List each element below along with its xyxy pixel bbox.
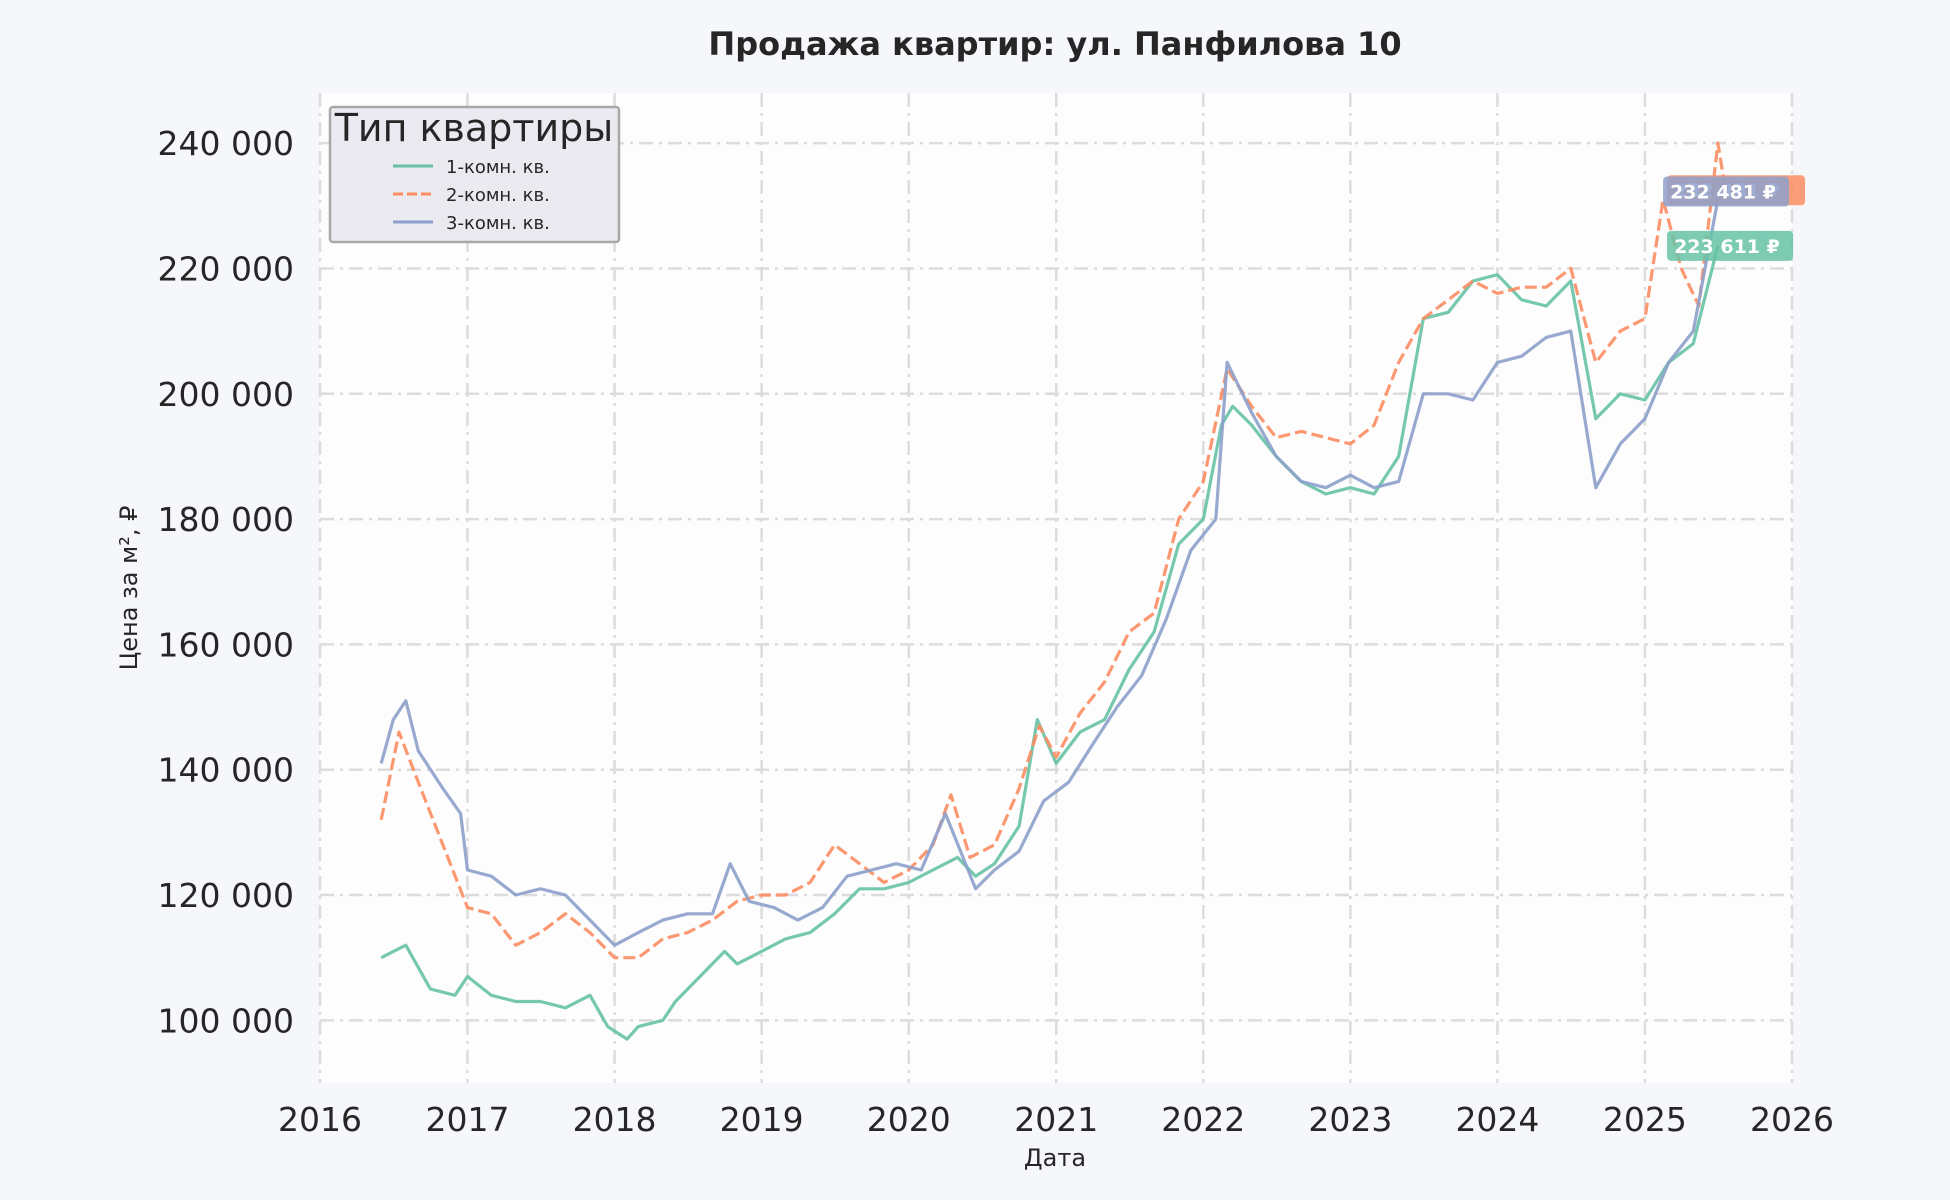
x-tick-label: 2022	[1161, 1100, 1245, 1139]
y-tick-label: 240 000	[158, 124, 294, 163]
x-axis-label: Дата	[1024, 1144, 1086, 1172]
legend-label-2: 2-комн. кв.	[446, 185, 550, 206]
y-tick-label: 160 000	[158, 625, 294, 664]
end-value-text: 223 611 ₽	[1674, 236, 1780, 258]
chart-title: Продажа квартир: ул. Панфилова 10	[708, 25, 1401, 63]
x-tick-label: 2023	[1308, 1100, 1392, 1139]
y-tick-label: 220 000	[158, 249, 294, 288]
grid	[318, 93, 1794, 1083]
y-tick-label: 100 000	[158, 1001, 294, 1040]
x-tick-label: 2024	[1455, 1100, 1539, 1139]
y-tick-label: 140 000	[158, 751, 294, 790]
legend-label-3: 3-комн. кв.	[446, 213, 550, 234]
x-tick-label: 2025	[1603, 1100, 1687, 1139]
legend-label-1: 1-комн. кв.	[446, 157, 550, 178]
end-value-labels: 232 481 ₽232 481 ₽223 611 ₽	[1663, 175, 1806, 261]
x-tick-label: 2017	[425, 1100, 509, 1139]
x-tick-label: 2019	[720, 1100, 804, 1139]
series-line-2	[379, 141, 1728, 960]
y-axis-ticks: 100 000 120 000 140 000 160 000 180 000 200 0…	[158, 124, 294, 1040]
x-tick-label: 2026	[1750, 1100, 1834, 1139]
end-value-badge	[1663, 176, 1790, 207]
series-layer	[379, 141, 1728, 1041]
x-tick-label: 2018	[573, 1100, 657, 1139]
x-tick-label: 2020	[867, 1100, 951, 1139]
y-axis-label: Цена за м², ₽	[115, 506, 143, 671]
x-tick-label: 2021	[1014, 1100, 1098, 1139]
y-tick-label: 180 000	[158, 500, 294, 539]
legend: Тип квартиры 1-комн. кв. 2-комн. кв. 3-к…	[328, 105, 621, 244]
series-line-3	[379, 199, 1720, 947]
y-tick-label: 200 000	[158, 375, 294, 414]
x-tick-label: 2016	[278, 1100, 362, 1139]
end-value-text: 232 481 ₽	[1670, 182, 1776, 204]
end-value-badge	[1667, 230, 1794, 261]
legend-title: Тип квартиры	[334, 106, 614, 150]
y-tick-label: 120 000	[158, 876, 294, 915]
series-line-1	[380, 245, 1720, 1041]
legend-box	[328, 105, 621, 244]
x-axis-ticks: 2016 2017 2018 2019 2020 2021 2022 2023 2024 2025…	[278, 1100, 1834, 1139]
